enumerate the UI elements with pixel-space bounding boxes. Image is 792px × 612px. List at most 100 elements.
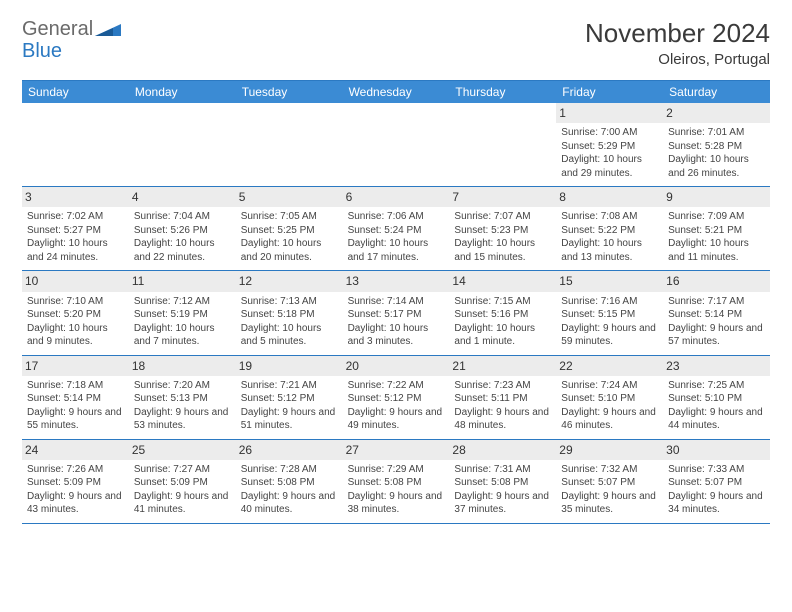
day-info-line: Sunset: 5:12 PM — [241, 392, 338, 406]
week-row: .....1Sunrise: 7:00 AMSunset: 5:29 PMDay… — [22, 103, 770, 187]
day-info-line: Sunset: 5:29 PM — [561, 140, 658, 154]
day-info-line: Sunset: 5:27 PM — [27, 224, 124, 238]
day-cell: 22Sunrise: 7:24 AMSunset: 5:10 PMDayligh… — [556, 356, 663, 439]
day-info-line: Sunrise: 7:00 AM — [561, 126, 658, 140]
day-cell: 28Sunrise: 7:31 AMSunset: 5:08 PMDayligh… — [449, 440, 556, 523]
day-cell: 1 Sunrise: 7:00 AMSunset: 5:29 PMDaylight… — [556, 103, 663, 186]
day-info-line: Daylight: 9 hours and 59 minutes. — [561, 322, 658, 349]
day-info-line: Sunset: 5:08 PM — [348, 476, 445, 490]
day-info-line: Sunrise: 7:27 AM — [134, 463, 231, 477]
day-info-line: Daylight: 9 hours and 49 minutes. — [348, 406, 445, 433]
day-cell: . — [22, 103, 129, 186]
weekday-fri: Friday — [556, 81, 663, 103]
day-info-line: Daylight: 9 hours and 43 minutes. — [27, 490, 124, 517]
day-number: 18 — [129, 356, 236, 376]
day-number: 23 — [663, 356, 770, 376]
day-info-line: Sunrise: 7:13 AM — [241, 295, 338, 309]
day-info-line: Daylight: 9 hours and 35 minutes. — [561, 490, 658, 517]
day-number: 7 — [449, 187, 556, 207]
day-info-line: Sunset: 5:10 PM — [668, 392, 765, 406]
day-number: 12 — [236, 271, 343, 291]
day-info-line: Daylight: 10 hours and 1 minute. — [454, 322, 551, 349]
weekday-thu: Thursday — [449, 81, 556, 103]
day-info-line: Sunset: 5:28 PM — [668, 140, 765, 154]
day-info-line: Sunrise: 7:26 AM — [27, 463, 124, 477]
day-info-line: Sunrise: 7:18 AM — [27, 379, 124, 393]
day-cell: 23 Sunrise: 7:25 AMSunset: 5:10 PMDayligh… — [663, 356, 770, 439]
day-cell: 12Sunrise: 7:13 AMSunset: 5:18 PMDayligh… — [236, 271, 343, 354]
weekday-sun: Sunday — [22, 81, 129, 103]
day-info-line: Sunrise: 7:25 AM — [668, 379, 765, 393]
day-cell: 26Sunrise: 7:28 AMSunset: 5:08 PMDayligh… — [236, 440, 343, 523]
day-info-line: Sunset: 5:21 PM — [668, 224, 765, 238]
day-info-line: Sunrise: 7:05 AM — [241, 210, 338, 224]
day-info-line: Sunrise: 7:29 AM — [348, 463, 445, 477]
day-cell: 24Sunrise: 7:26 AMSunset: 5:09 PMDayligh… — [22, 440, 129, 523]
day-number: 20 — [343, 356, 450, 376]
day-cell: . — [236, 103, 343, 186]
weekday-header: Sunday Monday Tuesday Wednesday Thursday… — [22, 81, 770, 103]
day-info-line: Sunrise: 7:24 AM — [561, 379, 658, 393]
day-info-line: Sunset: 5:09 PM — [134, 476, 231, 490]
day-number: 13 — [343, 271, 450, 291]
day-cell: . — [129, 103, 236, 186]
day-cell: 29Sunrise: 7:32 AMSunset: 5:07 PMDayligh… — [556, 440, 663, 523]
weeks-container: .....1Sunrise: 7:00 AMSunset: 5:29 PMDay… — [22, 103, 770, 524]
week-row: 3Sunrise: 7:02 AMSunset: 5:27 PMDaylight… — [22, 187, 770, 271]
day-number: 17 — [22, 356, 129, 376]
day-info-line: Daylight: 10 hours and 9 minutes. — [27, 322, 124, 349]
day-info-line: Sunrise: 7:14 AM — [348, 295, 445, 309]
day-info-line: Daylight: 10 hours and 7 minutes. — [134, 322, 231, 349]
logo-text-blue: Blue — [22, 40, 93, 62]
week-row: 10Sunrise: 7:10 AMSunset: 5:20 PMDayligh… — [22, 271, 770, 355]
day-cell: 20Sunrise: 7:22 AMSunset: 5:12 PMDayligh… — [343, 356, 450, 439]
day-number: 6 — [343, 187, 450, 207]
day-info-line: Daylight: 9 hours and 48 minutes. — [454, 406, 551, 433]
day-info-line: Sunset: 5:08 PM — [454, 476, 551, 490]
day-number: 15 — [556, 271, 663, 291]
day-cell: 9Sunrise: 7:09 AMSunset: 5:21 PMDaylight… — [663, 187, 770, 270]
day-info-line: Daylight: 9 hours and 46 minutes. — [561, 406, 658, 433]
day-info-line: Sunrise: 7:08 AM — [561, 210, 658, 224]
day-number: 29 — [556, 440, 663, 460]
day-info-line: Daylight: 10 hours and 29 minutes. — [561, 153, 658, 180]
day-info-line: Sunrise: 7:20 AM — [134, 379, 231, 393]
day-number: 9 — [663, 187, 770, 207]
day-number: 14 — [449, 271, 556, 291]
day-info-line: Sunrise: 7:07 AM — [454, 210, 551, 224]
day-cell: 25Sunrise: 7:27 AMSunset: 5:09 PMDayligh… — [129, 440, 236, 523]
logo-text: General Blue — [22, 18, 93, 62]
day-number: 8 — [556, 187, 663, 207]
day-info-line: Daylight: 10 hours and 15 minutes. — [454, 237, 551, 264]
day-info-line: Sunrise: 7:12 AM — [134, 295, 231, 309]
day-number: 10 — [22, 271, 129, 291]
weekday-tue: Tuesday — [236, 81, 343, 103]
weekday-mon: Monday — [129, 81, 236, 103]
logo: General Blue — [22, 18, 121, 62]
day-info-line: Daylight: 10 hours and 11 minutes. — [668, 237, 765, 264]
day-info-line: Daylight: 9 hours and 44 minutes. — [668, 406, 765, 433]
day-cell: 27Sunrise: 7:29 AMSunset: 5:08 PMDayligh… — [343, 440, 450, 523]
day-cell: 8Sunrise: 7:08 AMSunset: 5:22 PMDaylight… — [556, 187, 663, 270]
day-info-line: Daylight: 9 hours and 53 minutes. — [134, 406, 231, 433]
day-info-line: Sunrise: 7:15 AM — [454, 295, 551, 309]
day-number: 28 — [449, 440, 556, 460]
day-number: 4 — [129, 187, 236, 207]
day-info-line: Daylight: 10 hours and 22 minutes. — [134, 237, 231, 264]
day-cell: 16Sunrise: 7:17 AMSunset: 5:14 PMDayligh… — [663, 271, 770, 354]
day-info-line: Sunrise: 7:01 AM — [668, 126, 765, 140]
day-info-line: Sunrise: 7:28 AM — [241, 463, 338, 477]
day-info-line: Sunset: 5:19 PM — [134, 308, 231, 322]
day-cell: 13Sunrise: 7:14 AMSunset: 5:17 PMDayligh… — [343, 271, 450, 354]
day-cell: . — [343, 103, 450, 186]
day-cell: 3Sunrise: 7:02 AMSunset: 5:27 PMDaylight… — [22, 187, 129, 270]
day-number: 1 — [556, 103, 663, 123]
day-info-line: Sunrise: 7:10 AM — [27, 295, 124, 309]
day-info-line: Daylight: 10 hours and 20 minutes. — [241, 237, 338, 264]
day-cell: 14Sunrise: 7:15 AMSunset: 5:16 PMDayligh… — [449, 271, 556, 354]
day-info-line: Sunrise: 7:02 AM — [27, 210, 124, 224]
day-info-line: Sunset: 5:13 PM — [134, 392, 231, 406]
day-info-line: Sunset: 5:07 PM — [668, 476, 765, 490]
day-info-line: Sunrise: 7:32 AM — [561, 463, 658, 477]
day-number: 16 — [663, 271, 770, 291]
